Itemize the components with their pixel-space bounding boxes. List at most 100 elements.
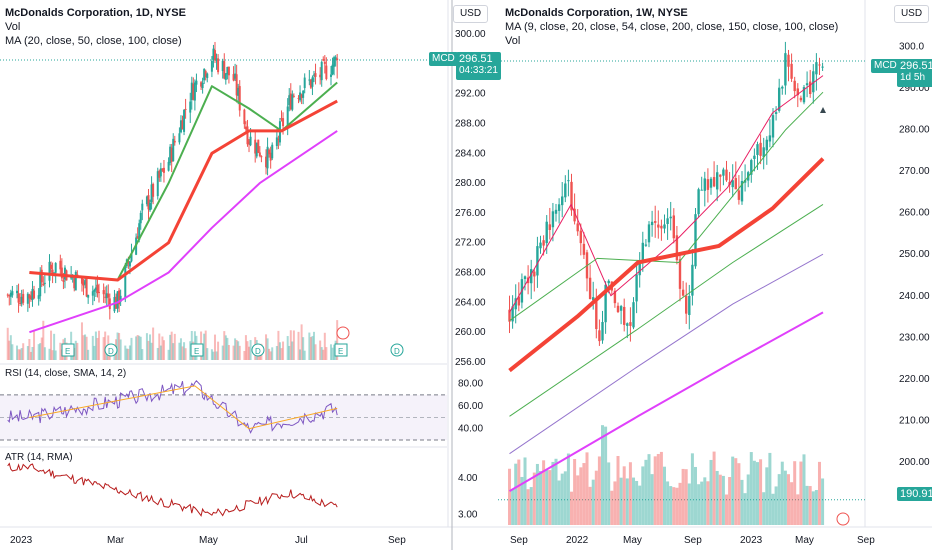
left-candle-body [302, 90, 305, 98]
left-currency-button[interactable]: USD [453, 5, 488, 23]
right-candle-body [508, 309, 511, 322]
right-volume-bar [721, 475, 725, 525]
atr-tick-0: 4.00 [458, 473, 478, 484]
left-candle-body [6, 294, 9, 296]
right-ma-150 [509, 253, 824, 455]
right-volume-bar [768, 452, 772, 525]
right-volume-bar [613, 481, 617, 525]
left-candle-body [96, 284, 99, 294]
right-title[interactable]: McDonalds Corporation, 1W, NYSE [505, 7, 688, 19]
right-candle-body [548, 224, 552, 231]
left-candle-body [331, 64, 334, 75]
left-volume-bar [203, 333, 206, 360]
event-marker-label-0: E [65, 347, 70, 356]
left-candle-body [212, 48, 215, 60]
left-volume-bar [149, 334, 152, 360]
left-title[interactable]: McDonalds Corporation, 1D, NYSE [5, 7, 186, 19]
right-candle-body [588, 277, 592, 299]
right-candle-body [657, 224, 660, 228]
right-vol-label[interactable]: Vol [505, 35, 521, 47]
right-volume-bar [821, 478, 825, 525]
left-vol-label[interactable]: Vol [5, 21, 21, 33]
right-candle-body [663, 224, 666, 229]
left-candle-body [311, 77, 314, 87]
left-candle-body [224, 73, 227, 80]
right-currency-button[interactable]: USD [894, 5, 929, 23]
left-candle-body [289, 93, 292, 110]
left-candle-body [299, 92, 302, 101]
left-candle-body [43, 282, 46, 284]
left-volume-bar [278, 342, 281, 360]
left-ma-label[interactable]: MA (20, close, 50, close, 100, close) [5, 35, 182, 47]
atr-label[interactable]: ATR (14, RMA) [5, 452, 73, 463]
left-volume-bar [159, 345, 162, 360]
left-candle-body [226, 66, 229, 75]
left-candle-body [93, 289, 96, 292]
left-alert-icon [336, 326, 350, 340]
earnings-marker [61, 343, 75, 357]
left-volume-bar [80, 322, 83, 360]
left-volume-bar [210, 349, 213, 360]
left-time-tick-0: 2023 [10, 535, 33, 546]
right-volume-bar [684, 469, 688, 525]
left-candle-body [308, 79, 311, 81]
right-candle-body [815, 62, 818, 75]
right-ma-label[interactable]: MA (9, close, 20, close, 54, close, 200,… [505, 21, 839, 33]
left-candle-body [138, 223, 141, 240]
left-candle-body [193, 82, 196, 101]
left-volume-bar [20, 348, 23, 360]
left-volume-bar [297, 331, 300, 360]
left-candle-body [136, 236, 139, 239]
right-volume-bar [743, 493, 747, 525]
left-candle-body [169, 146, 172, 163]
left-price-tag: 296.51 04:33:21 [456, 52, 501, 80]
left-volume-bar [84, 334, 87, 360]
left-volume-bar [265, 334, 268, 360]
right-volume-bar [814, 490, 818, 525]
right-candle-body [731, 180, 734, 188]
right-volume-bar [573, 459, 577, 525]
left-volume-bar [266, 338, 269, 360]
left-candle-body [181, 120, 184, 130]
right-volume-bar [557, 480, 561, 525]
left-volume-bar [268, 348, 271, 360]
right-volume-bar [703, 477, 707, 525]
left-volume-bar [302, 337, 305, 360]
left-candle-body [19, 302, 22, 304]
left-candle-body [145, 196, 148, 205]
right-candle-body [790, 63, 793, 79]
left-candle-body [255, 142, 258, 157]
left-price-tick-5: 276.00 [455, 208, 486, 219]
right-candle-body [808, 81, 812, 94]
right-time-tick-5: May [795, 535, 814, 546]
left-volume-bar [248, 346, 251, 360]
left-candle-body [53, 272, 56, 274]
dividend-marker [251, 343, 265, 357]
right-volume-bar [526, 489, 530, 525]
left-countdown: 04:33:21 [459, 65, 498, 76]
left-volume-bar [50, 330, 53, 360]
right-volume-bar [712, 451, 716, 525]
left-candle-body [37, 295, 40, 299]
left-candle-body [84, 280, 87, 285]
right-volume-bar [659, 451, 663, 525]
left-volume-bar [319, 340, 322, 360]
left-candle-body [87, 294, 90, 298]
right-candle-body [607, 280, 610, 284]
left-volume-bar [282, 341, 285, 360]
left-volume-bar [217, 341, 220, 360]
left-volume-bar [96, 337, 99, 360]
rsi-label[interactable]: RSI (14, close, SMA, 14, 2) [5, 368, 127, 379]
left-header: McDonalds Corporation, 1D, NYSE Vol MA (… [5, 6, 186, 48]
rsi-tick-0: 80.00 [458, 379, 483, 390]
right-volume-bar [718, 474, 722, 525]
right-candle-body [756, 144, 759, 155]
right-volume-bar [746, 474, 750, 525]
right-candle-body [675, 235, 679, 261]
right-candle-body [561, 196, 564, 206]
left-candle-body [246, 126, 249, 145]
left-candle-body [159, 168, 162, 177]
right-volume-bar [532, 472, 536, 525]
